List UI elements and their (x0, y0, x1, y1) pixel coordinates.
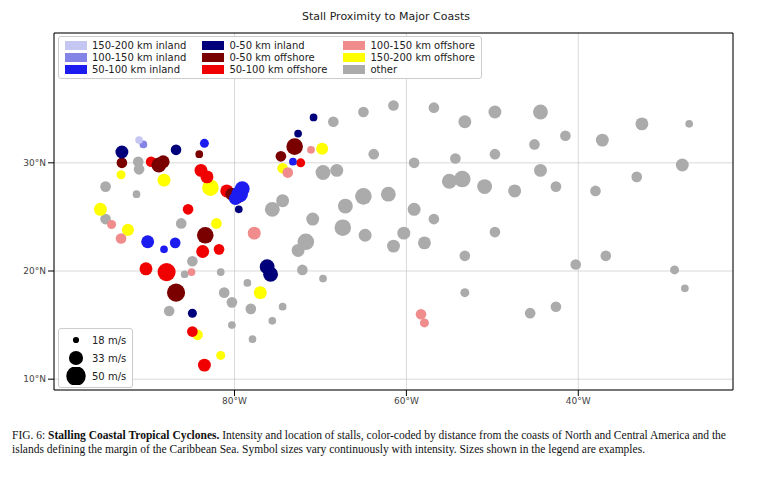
html-text:Stall Proximity to Major Coast: Stall Proximity to Major Coasts (302, 10, 470, 23)
html-text:100-150 km offshore: 100-150 km offshore (370, 40, 475, 51)
html-text:0-50 km offshore: 0-50 km offshore (229, 52, 315, 63)
html-text:18 m/s: 18 m/s (92, 334, 127, 346)
svg-text:80°W: 80°W (222, 396, 247, 406)
svg-text:20°N: 20°N (23, 266, 46, 276)
svg-text:10°N: 10°N (23, 374, 46, 384)
html-text:0-50 km inland: 0-50 km inland (229, 40, 305, 51)
html-text:150-200 km inland: 150-200 km inland (92, 40, 187, 51)
svg-text:40°W: 40°W (566, 396, 591, 406)
html-text:FIG. 6: Stalling Coastal Tropi: FIG. 6: Stalling Coastal Tropical Cyclon… (12, 429, 726, 455)
html-text:50-100 km inland: 50-100 km inland (92, 64, 180, 75)
html-text:50 m/s: 50 m/s (92, 370, 127, 382)
svg-text:60°W: 60°W (394, 396, 419, 406)
html-text:other: other (370, 64, 398, 75)
html-text:150-200 km offshore: 150-200 km offshore (370, 52, 475, 63)
html-text:100-150 km inland: 100-150 km inland (92, 52, 187, 63)
svg-text:30°N: 30°N (23, 158, 46, 168)
html-text:50-100 km offshore: 50-100 km offshore (229, 64, 328, 75)
html-text:33 m/s: 33 m/s (92, 352, 127, 364)
